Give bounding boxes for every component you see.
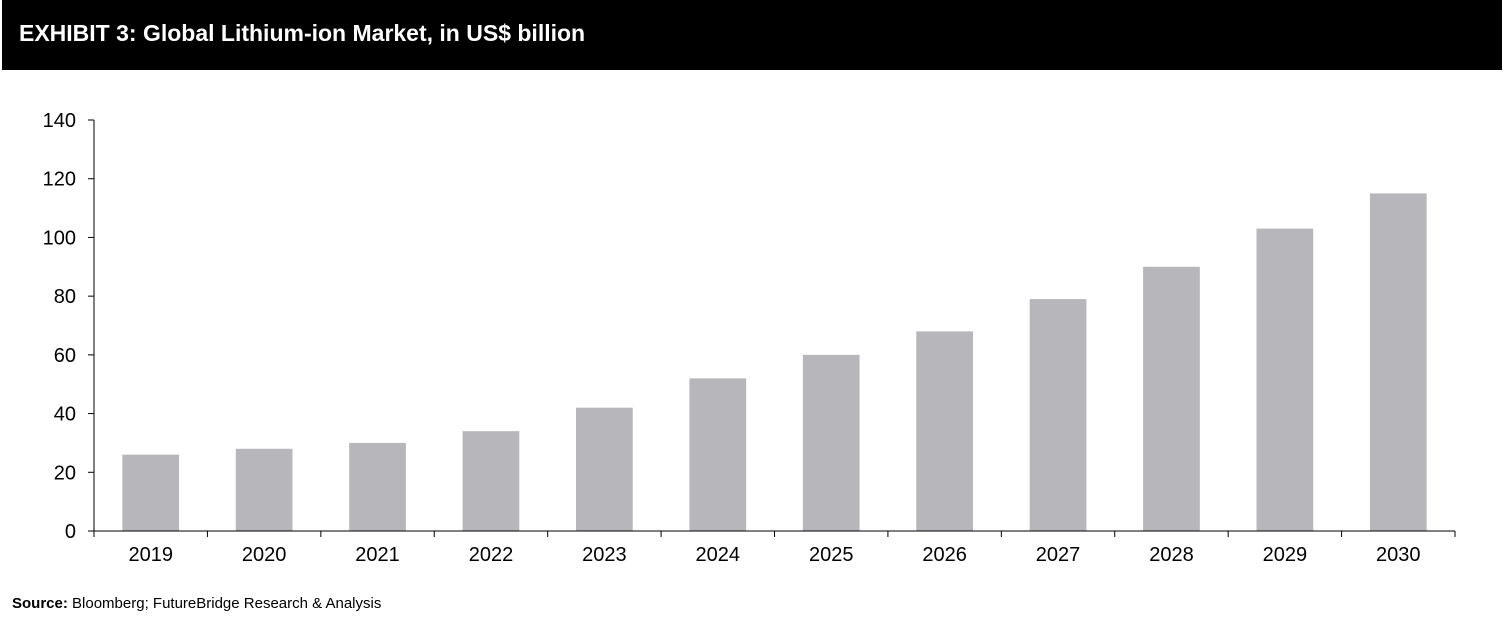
y-tick-label: 100 [43,227,76,249]
y-tick-label: 20 [54,462,76,484]
x-tick-label: 2030 [1376,544,1421,566]
source-text: Bloomberg; FutureBridge Research & Analy… [72,595,382,612]
y-tick-label: 40 [54,404,76,426]
source-label: Source: [12,595,68,612]
source-note: Source: Bloomberg; FutureBridge Research… [12,595,381,612]
y-axis: 0 20 40 60 80 100 120 140 [43,110,95,543]
x-tick-label: 2024 [696,544,741,566]
bar-2023 [576,407,633,531]
x-tick-label: 2020 [242,544,287,566]
bars [122,193,1427,531]
bar-2029 [1256,228,1314,531]
chart-title: EXHIBIT 3: Global Lithium-ion Market, in… [19,20,586,46]
x-axis: 2019 2020 2021 2022 2023 2024 2025 2026 2027 2028… [93,530,1456,566]
y-tick-label: 60 [54,345,76,367]
x-tick-label: 2022 [469,544,514,566]
y-tick-label: 120 [43,169,76,191]
x-tick-label: 2029 [1263,544,1308,566]
x-tick-label: 2021 [355,544,400,566]
bar-2026 [916,331,973,531]
bar-2025 [802,354,860,531]
x-tick-label: 2019 [128,544,173,566]
bar-2022 [462,431,520,531]
bar-2030 [1369,193,1427,531]
bar-2027 [1029,299,1087,531]
y-tick-label: 0 [65,521,76,543]
bar-2024 [689,378,747,531]
bar-2019 [122,454,180,531]
x-tick-label: 2026 [922,544,967,566]
bar-2021 [349,442,406,531]
x-tick-label: 2028 [1149,544,1194,566]
title-bar: EXHIBIT 3: Global Lithium-ion Market, in… [2,0,1502,70]
bar-2020 [235,448,293,531]
y-tick-label: 80 [54,286,76,308]
y-tick-label: 140 [43,110,76,132]
x-tick-label: 2025 [809,544,854,566]
x-tick-label: 2027 [1036,544,1081,566]
bar-2028 [1143,266,1200,531]
x-tick-label: 2023 [582,544,627,566]
